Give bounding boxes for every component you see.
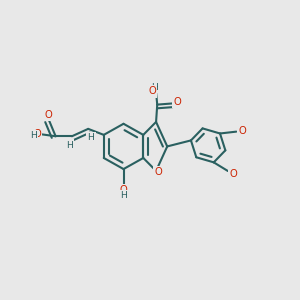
Text: H: H (30, 131, 37, 140)
Text: H: H (239, 126, 245, 135)
Text: O: O (174, 97, 181, 107)
Text: H: H (66, 140, 73, 149)
Text: H: H (88, 133, 94, 142)
Text: O: O (229, 169, 237, 179)
Text: H: H (120, 191, 127, 200)
Text: O: O (34, 129, 41, 139)
Text: O: O (238, 126, 246, 136)
Text: O: O (148, 86, 156, 96)
Text: H: H (227, 172, 234, 182)
Text: H: H (151, 83, 158, 92)
Text: O: O (120, 185, 128, 195)
Text: O: O (154, 167, 162, 177)
Text: O: O (45, 110, 52, 120)
